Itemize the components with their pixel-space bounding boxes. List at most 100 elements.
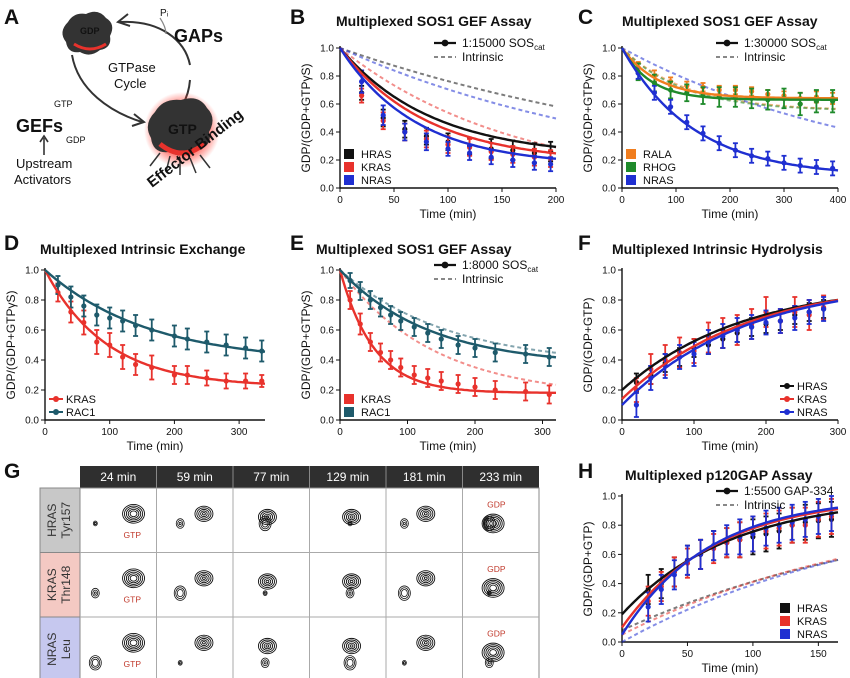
contour-peak <box>265 644 270 648</box>
gefs-label: GEFs <box>16 116 63 136</box>
data-point <box>359 93 365 99</box>
contour-peak <box>344 510 360 524</box>
legend-swatch <box>780 603 790 613</box>
y-tick-label: 1.0 <box>602 44 616 55</box>
data-point <box>55 282 61 288</box>
x-axis-label: Time (min) <box>702 439 759 453</box>
contour-peak-minor <box>91 658 99 667</box>
x-tick-label: 50 <box>682 649 694 660</box>
data-point <box>531 160 538 166</box>
contour-peak <box>422 639 430 647</box>
legend-label: NRAS <box>361 175 392 187</box>
data-point <box>438 336 444 342</box>
legend-label: HRAS <box>361 149 392 161</box>
y-tick-label: 0.4 <box>320 128 334 139</box>
y-tick-label: 0.8 <box>602 72 616 83</box>
data-point <box>668 104 674 110</box>
contour-peak-minor <box>484 517 495 530</box>
contour-peak-minor <box>401 659 407 666</box>
legend-dashed-label: Intrinsic <box>462 50 503 64</box>
legend-label: RAC1 <box>361 407 390 419</box>
x-tick-label: 0 <box>42 427 48 438</box>
x-tick-label: 300 <box>830 427 847 438</box>
data-point <box>425 330 431 336</box>
contour-peak-minor <box>261 519 269 528</box>
legend-swatch <box>626 149 636 159</box>
contour-peak <box>265 515 270 519</box>
legend-swatch <box>780 629 790 639</box>
data-point <box>455 342 461 348</box>
gdp-peak-label: GDP <box>487 628 506 638</box>
contour-peak <box>198 637 210 648</box>
data-point <box>488 154 494 160</box>
contour-peak <box>202 512 206 516</box>
arrowhead-icon <box>39 134 49 143</box>
arrowhead-icon <box>115 13 131 27</box>
contour-peak <box>261 641 274 651</box>
y-tick-label: 0.2 <box>602 156 616 167</box>
data-point <box>472 345 478 351</box>
contour-peak-minor <box>487 661 491 665</box>
gtp-protein-blob: GTP <box>147 98 213 156</box>
y-tick-label: 0.4 <box>320 356 334 367</box>
contour-peak <box>124 570 144 587</box>
contour-peak <box>202 576 206 580</box>
contour-peak-minor <box>92 589 99 597</box>
contour-peak-minor <box>402 661 406 665</box>
y-axis-label: GDP/(GDP+GTP) <box>581 297 595 392</box>
contour-peak <box>122 503 146 524</box>
contour-peak <box>263 642 272 650</box>
legend-solid-subscript: cat <box>534 43 545 52</box>
legend-solid-marker <box>723 487 731 495</box>
x-tick-label: 200 <box>467 427 484 438</box>
cycle-arrow-left <box>71 54 143 123</box>
x-tick-label: 200 <box>166 427 183 438</box>
x-tick-label: 400 <box>830 195 847 206</box>
contour-peak <box>129 639 138 647</box>
y-tick-label: 0.8 <box>25 296 39 307</box>
x-tick-label: 100 <box>686 427 703 438</box>
data-point <box>806 309 812 315</box>
contour-peak <box>127 573 140 584</box>
chart-panel-c: Multiplexed SOS1 GEF Assay 0 100 200 300 400 0… <box>581 13 847 221</box>
data-point <box>510 157 516 163</box>
y-tick-label: 1.0 <box>320 266 334 277</box>
y-tick-label: 0.0 <box>320 184 334 195</box>
contour-peak-minor <box>343 655 357 671</box>
legend-label: RAC1 <box>66 407 95 419</box>
time-header: 233 min <box>479 470 522 484</box>
panel-letter-f: F <box>578 232 591 255</box>
contour-peak-minor <box>177 520 184 527</box>
x-axis-label: Time (min) <box>127 439 184 453</box>
data-point <box>777 318 784 324</box>
contour-peak <box>485 581 501 595</box>
contour-peak <box>422 510 430 518</box>
gef-gtp-label: GTP <box>54 99 73 109</box>
x-axis-label: Time (min) <box>420 207 477 221</box>
contour-peak-minor <box>258 515 272 532</box>
contour-peak <box>345 576 358 587</box>
y-axis-label: GDP/(GDP+GTPγS) <box>299 290 313 399</box>
contour-peak <box>420 508 432 519</box>
legend-swatch <box>780 616 790 626</box>
data-point <box>425 375 431 381</box>
contour-peak-minor <box>485 519 493 528</box>
intrinsic-curve <box>339 269 557 386</box>
contour-peak <box>485 645 501 660</box>
legend-swatch <box>344 175 354 185</box>
contour-peak <box>481 578 505 598</box>
legend-label: HRAS <box>797 381 828 393</box>
contour-peak-minor <box>347 520 353 527</box>
gtpase-cycle-schematic: Pᵢ GDP GAPs GTPase Cycle GTP GEFs GDP Up… <box>14 8 246 191</box>
chart-title: Multiplexed SOS1 GEF Assay <box>336 13 532 29</box>
x-tick-label: 300 <box>776 195 793 206</box>
contour-peak <box>257 637 277 655</box>
data-point <box>467 150 473 156</box>
contour-peak <box>265 579 270 584</box>
data-point <box>388 357 394 363</box>
contour-peak <box>423 641 428 645</box>
time-header: 181 min <box>403 470 446 484</box>
data-point <box>94 312 100 318</box>
contour-peak <box>194 505 214 522</box>
panel-letter-g: G <box>4 460 20 483</box>
